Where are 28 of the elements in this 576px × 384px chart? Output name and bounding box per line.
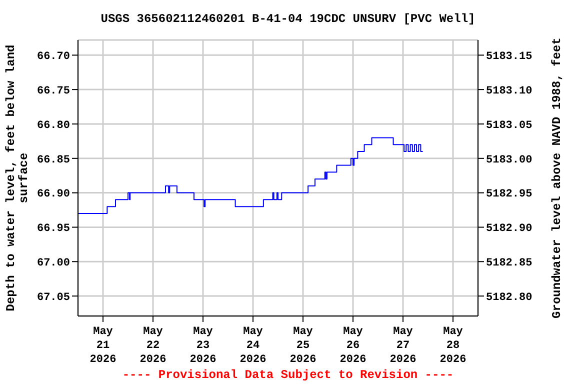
y-tick-label: 66.85 — [36, 154, 70, 166]
text: ---- Provisional Data Subject to Revision ---- — [121, 368, 455, 382]
y-tick-label: 66.90 — [36, 188, 70, 201]
chart-title: USGS 365602112460201 B-41-04 19CDC UNSURV [PVC Well] — [100, 12, 476, 26]
x-tick-label: May 27 2026 — [390, 326, 416, 366]
y2-tick-label: 5183.00 — [486, 154, 532, 166]
x-tick-label: May 24 2026 — [240, 326, 266, 366]
x-tick-label: May 21 2026 — [90, 326, 116, 366]
y2-tick-label: 5183.10 — [486, 85, 532, 98]
y-axis-title: Depth to water level, feet below land surface — [4, 44, 31, 312]
y-tick-label: 66.75 — [36, 85, 70, 98]
x-tick-label: May 22 2026 — [140, 326, 166, 366]
y-tick-label: 66.95 — [36, 223, 70, 236]
x-tick-label: May 23 2026 — [190, 326, 216, 366]
y2-tick-label: 5182.85 — [486, 258, 533, 270]
y2-tick-label: 5182.80 — [486, 292, 532, 304]
y2-tick-label: 5183.15 — [486, 51, 533, 64]
y-tick-label: 67.00 — [36, 258, 70, 270]
y-tick-label: 67.05 — [36, 292, 70, 304]
y-tick-label: 66.80 — [36, 120, 70, 132]
y2-tick-label: 5182.90 — [486, 223, 532, 236]
x-tick-label: May 28 2026 — [440, 326, 466, 366]
y2-tick-label: 5182.95 — [486, 188, 533, 201]
x-tick-label: May 26 2026 — [340, 326, 366, 366]
x-tick-label: May 25 2026 — [290, 326, 316, 366]
y2-tick-label: 5183.05 — [486, 120, 533, 132]
y2-axis-title: Groundwater level above NAVD 1988, feet — [550, 38, 564, 318]
y-tick-label: 66.70 — [36, 51, 70, 64]
